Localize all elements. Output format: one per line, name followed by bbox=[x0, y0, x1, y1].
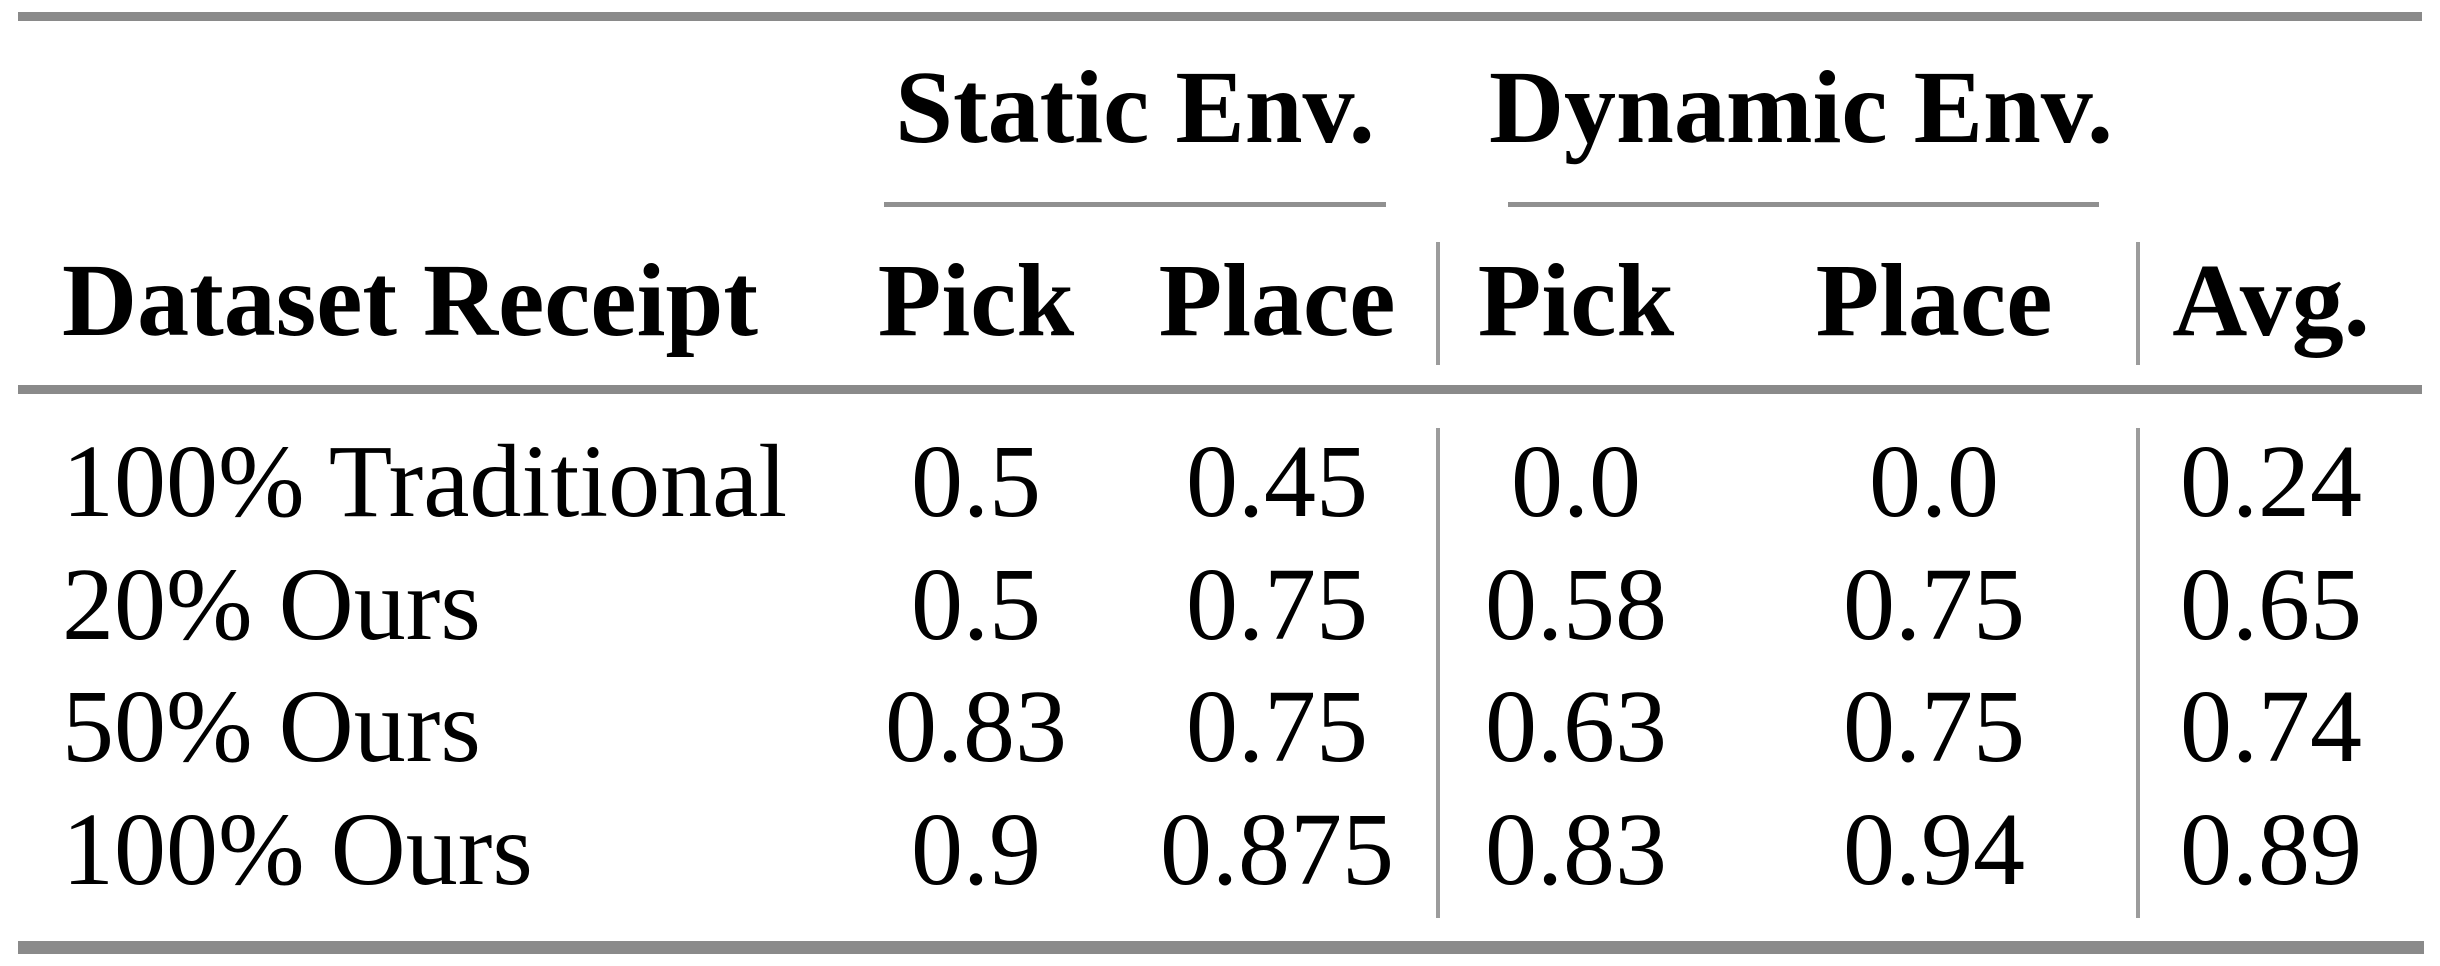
cell-dynamic-place: 0.75 bbox=[1843, 547, 2025, 662]
colgroup-static-env: Static Env. bbox=[895, 50, 1375, 165]
header-dynamic-pick: Pick bbox=[1477, 243, 1675, 358]
cell-static-pick: 0.83 bbox=[885, 669, 1067, 784]
header-static-pick: Pick bbox=[877, 243, 1075, 358]
cell-dynamic-place: 0.75 bbox=[1843, 669, 2025, 784]
cell-static-pick: 0.5 bbox=[911, 424, 1041, 539]
cell-avg: 0.74 bbox=[2180, 669, 2362, 784]
vertical-rule-1-body bbox=[1436, 428, 1440, 918]
header-dynamic-place: Place bbox=[1815, 243, 2053, 358]
static-env-underline bbox=[884, 202, 1386, 207]
cell-avg: 0.89 bbox=[2180, 792, 2362, 907]
dynamic-env-underline bbox=[1508, 202, 2099, 207]
cell-avg: 0.65 bbox=[2180, 547, 2362, 662]
cell-static-place: 0.75 bbox=[1186, 669, 1368, 784]
mid-rule bbox=[18, 385, 2422, 394]
cell-dynamic-place: 0.94 bbox=[1843, 792, 2025, 907]
cell-dynamic-place: 0.0 bbox=[1869, 424, 1999, 539]
header-static-place: Place bbox=[1158, 243, 1396, 358]
colgroup-dynamic-env: Dynamic Env. bbox=[1488, 50, 2114, 165]
cell-static-place: 0.45 bbox=[1186, 424, 1368, 539]
cell-avg: 0.24 bbox=[2180, 424, 2362, 539]
cell-dynamic-pick: 0.83 bbox=[1485, 792, 1667, 907]
vertical-rule-2-body bbox=[2136, 428, 2140, 918]
row-label: 20% Ours bbox=[62, 547, 481, 662]
row-label: 50% Ours bbox=[62, 669, 481, 784]
header-avg: Avg. bbox=[2172, 243, 2370, 358]
row-label: 100% Traditional bbox=[62, 424, 788, 539]
row-label: 100% Ours bbox=[62, 792, 533, 907]
vertical-rule-2-header bbox=[2136, 242, 2140, 365]
top-rule bbox=[18, 12, 2422, 21]
cell-dynamic-pick: 0.63 bbox=[1485, 669, 1667, 784]
cell-dynamic-pick: 0.0 bbox=[1511, 424, 1641, 539]
cell-static-pick: 0.9 bbox=[911, 792, 1041, 907]
cell-static-place: 0.875 bbox=[1160, 792, 1394, 907]
cell-dynamic-pick: 0.58 bbox=[1485, 547, 1667, 662]
bottom-rule bbox=[18, 941, 2424, 954]
header-dataset-receipt: Dataset Receipt bbox=[62, 243, 758, 358]
vertical-rule-1-header bbox=[1436, 242, 1440, 365]
cell-static-pick: 0.5 bbox=[911, 547, 1041, 662]
cell-static-place: 0.75 bbox=[1186, 547, 1368, 662]
